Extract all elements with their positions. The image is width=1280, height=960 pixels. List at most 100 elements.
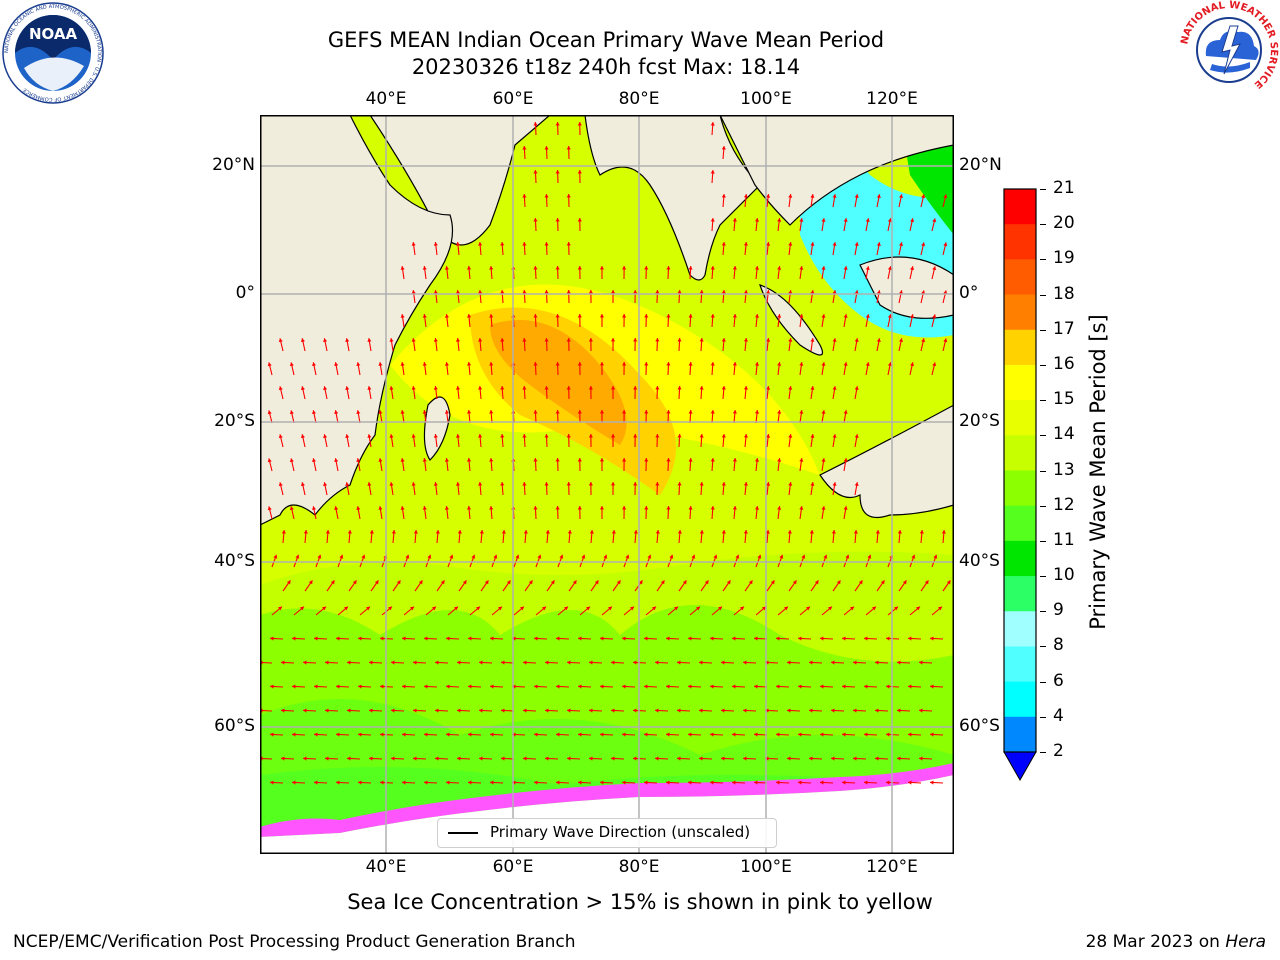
wave-arrow-head xyxy=(610,386,616,390)
wave-arrow-head xyxy=(405,554,410,559)
wave-arrow-head xyxy=(455,386,461,390)
wave-arrow-head xyxy=(916,606,920,611)
wave-arrow-head xyxy=(314,732,318,737)
wave-arrow-head xyxy=(699,708,703,713)
wave-arrow-head xyxy=(832,434,837,438)
wave-arrow-head xyxy=(647,554,652,559)
wave-arrow-head xyxy=(616,580,621,585)
wave-arrow-head xyxy=(308,580,313,585)
wave-arrow-head xyxy=(566,194,571,198)
wave-arrow-head xyxy=(732,218,737,222)
wave-arrow-head xyxy=(402,732,406,737)
wave-arrow-head xyxy=(533,362,538,366)
wave-arrow-head xyxy=(845,554,850,559)
wave-arrow-head xyxy=(545,660,549,665)
wave-arrow-head xyxy=(533,266,538,270)
wave-arrow-head xyxy=(633,386,638,390)
wave-arrow-head xyxy=(788,482,793,486)
lon-tick-top: 100°E xyxy=(740,89,792,109)
wave-arrow-head xyxy=(289,362,294,367)
colorbar-tick-mark xyxy=(1040,716,1046,718)
wave-arrow-head xyxy=(854,386,859,390)
wave-arrow-head xyxy=(500,338,505,342)
wave-arrow-head xyxy=(754,636,758,641)
wave-arrow-head xyxy=(312,410,317,415)
wave-arrow-head xyxy=(864,732,868,737)
wave-arrow-head xyxy=(792,580,797,585)
wave-arrow-head xyxy=(544,386,549,390)
sea-ice-edge xyxy=(260,763,954,837)
wave-arrow-head xyxy=(270,732,274,737)
colorbar-frame xyxy=(1003,188,1037,753)
wave-arrow-head xyxy=(278,606,282,611)
wave-arrow-head xyxy=(411,434,416,438)
wave-arrow-head xyxy=(358,636,362,641)
wave-arrow-head xyxy=(902,580,907,585)
wave-arrow-head xyxy=(798,780,802,785)
wave-arrow-head xyxy=(433,290,438,294)
wave-arrow-head xyxy=(710,410,715,414)
wave-arrow-head xyxy=(633,660,637,665)
wave-arrow-head xyxy=(652,606,656,611)
colorbar-tick-mark xyxy=(1040,224,1046,226)
wave-arrow-head xyxy=(710,684,714,689)
wave-arrow-head xyxy=(345,482,350,486)
wave-arrow-head xyxy=(435,708,439,713)
wave-arrow-head xyxy=(352,580,357,585)
wave-arrow-head xyxy=(788,338,793,342)
wave-arrow-head xyxy=(500,434,505,438)
wave-arrow-head xyxy=(770,580,775,585)
wave-arrow-head xyxy=(467,314,472,318)
wave-arrow-head xyxy=(638,580,643,585)
wave-arrow-head xyxy=(710,506,715,510)
wave-arrow-head xyxy=(865,314,870,318)
wave-arrow-head xyxy=(842,684,846,689)
wave-arrow-head xyxy=(828,606,832,611)
wave-arrow-head xyxy=(490,636,494,641)
wave-arrow-head xyxy=(422,458,427,462)
wave-arrow-head xyxy=(777,218,782,222)
wave-arrow-head xyxy=(798,732,802,737)
wave-arrow-head xyxy=(577,122,582,126)
lat-tick-left: 0° xyxy=(235,283,255,303)
wave-arrow-head xyxy=(556,732,560,737)
wave-arrow-head xyxy=(721,338,726,342)
wave-arrow-head xyxy=(910,362,915,367)
wave-arrow-head xyxy=(544,434,549,438)
lon-tick-bottom: 40°E xyxy=(365,857,407,877)
wave-arrow-head xyxy=(603,554,608,559)
wave-arrow-head xyxy=(784,606,788,611)
wave-arrow-head xyxy=(732,780,736,785)
wave-arrow-head xyxy=(522,338,527,342)
lon-tick-top: 80°E xyxy=(618,89,660,109)
wave-arrow-head xyxy=(289,458,294,463)
wave-arrow-head xyxy=(555,458,560,462)
wave-arrow-head xyxy=(300,606,304,611)
wave-arrow-head xyxy=(821,410,826,414)
lat-tick-left: 40°S xyxy=(214,551,255,571)
wave-arrow-head xyxy=(533,458,538,462)
wave-arrow-head xyxy=(688,362,693,366)
wave-arrow-head xyxy=(754,732,758,737)
wave-arrow-head xyxy=(921,242,926,247)
colorbar-segment xyxy=(1004,294,1036,331)
colorbar-tick-mark xyxy=(1040,435,1046,437)
colorbar-tick: 13 xyxy=(1053,459,1075,480)
wave-arrow-head xyxy=(810,194,815,198)
wave-arrow-head xyxy=(599,458,605,462)
wave-arrow-head xyxy=(622,780,626,785)
wave-arrow-head xyxy=(501,530,506,534)
wave-arrow-head xyxy=(732,684,736,689)
wave-arrow-head xyxy=(754,780,758,785)
wave-arrow-head xyxy=(457,708,461,713)
wave-arrow-head xyxy=(821,458,826,462)
wave-arrow-head xyxy=(610,434,616,438)
wave-arrow-head xyxy=(369,530,374,534)
wave-arrow-head xyxy=(735,554,740,559)
wave-arrow-head xyxy=(622,314,627,318)
wave-arrow-head xyxy=(644,458,649,462)
lon-tick-bottom: 120°E xyxy=(866,857,918,877)
wave-arrow-head xyxy=(556,780,560,785)
wave-arrow-head xyxy=(743,482,748,486)
wave-arrow-head xyxy=(435,660,439,665)
